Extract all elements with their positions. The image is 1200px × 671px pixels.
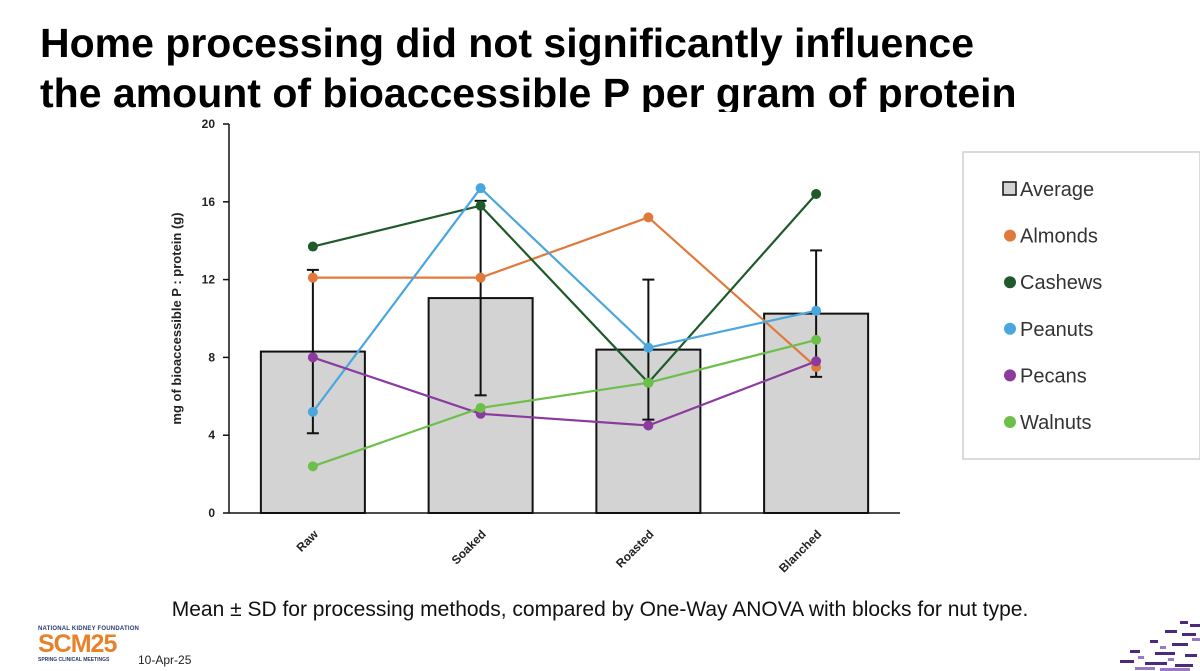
point-cashews-blanched bbox=[811, 189, 822, 200]
legend-label-pecans: Pecans bbox=[1020, 365, 1087, 387]
point-almonds-roasted bbox=[643, 212, 654, 223]
slide-title: Home processing did not significantly in… bbox=[40, 18, 1180, 118]
point-almonds-raw bbox=[307, 272, 318, 283]
logo-main-text: SCM25 bbox=[38, 630, 117, 658]
chart-caption: Mean ± SD for processing methods, compar… bbox=[171, 598, 1029, 621]
legend-label-cashews: Cashews bbox=[1020, 272, 1102, 294]
legend-marker-almonds bbox=[1004, 229, 1016, 242]
point-cashews-raw bbox=[307, 241, 318, 252]
series-line-almonds bbox=[312, 216, 817, 368]
legend-label-walnuts: Walnuts bbox=[1020, 412, 1092, 434]
slide-date: 10-Apr-25 bbox=[138, 653, 192, 667]
slide-title-line-2: the amount of bioaccessible P per gram o… bbox=[40, 70, 1017, 116]
series-line-peanuts bbox=[311, 186, 817, 413]
point-peanuts-roasted bbox=[643, 342, 654, 353]
point-walnuts-raw bbox=[307, 461, 318, 472]
series-line-pecans bbox=[312, 356, 817, 427]
legend-marker-walnuts bbox=[1004, 416, 1016, 428]
point-pecans-raw bbox=[307, 352, 318, 363]
y-tick-label-16: 16 bbox=[202, 195, 216, 209]
series-line-cashews bbox=[312, 193, 817, 385]
point-walnuts-roasted bbox=[643, 377, 654, 388]
legend-marker-peanuts bbox=[1004, 322, 1016, 335]
legend-label-average: Average bbox=[1020, 179, 1094, 201]
series-line-walnuts bbox=[312, 338, 817, 468]
slide-title-line-1: Home processing did not significantly in… bbox=[40, 20, 975, 66]
point-pecans-roasted bbox=[643, 420, 654, 431]
point-almonds-soaked bbox=[475, 272, 486, 283]
y-tick-label-12: 12 bbox=[202, 273, 216, 287]
y-tick-label-20: 20 bbox=[202, 117, 216, 131]
legend-box bbox=[962, 151, 1200, 460]
y-tick-label-0: 0 bbox=[208, 506, 215, 520]
legend-marker-pecans bbox=[1004, 369, 1016, 382]
y-tick-label-4: 4 bbox=[208, 428, 215, 442]
legend-label-almonds: Almonds bbox=[1020, 226, 1098, 248]
point-pecans-blanched bbox=[811, 356, 822, 367]
point-cashews-soaked bbox=[475, 200, 486, 211]
conference-logo: NATIONAL KIDNEY FOUNDATION SCM25 SPRING … bbox=[38, 626, 139, 664]
y-axis-label: mg of bioaccessible P : protein (g) bbox=[169, 212, 184, 424]
legend-marker-average bbox=[1002, 181, 1017, 196]
logo-sub-text: SPRING CLINICAL MEETINGS bbox=[38, 657, 110, 663]
legend-marker-cashews bbox=[1004, 276, 1016, 289]
point-walnuts-soaked bbox=[475, 402, 486, 413]
point-walnuts-blanched bbox=[811, 334, 822, 345]
point-peanuts-soaked bbox=[475, 183, 486, 194]
point-peanuts-raw bbox=[307, 406, 318, 417]
point-peanuts-blanched bbox=[811, 305, 822, 316]
logo-org-text: NATIONAL KIDNEY FOUNDATION bbox=[38, 626, 140, 632]
chart: 0 4 8 12 16 20 mg of bioaccessible P : protein… bbox=[169, 117, 1200, 576]
y-tick-label-8: 8 bbox=[208, 350, 215, 364]
decorative-pixel-pattern bbox=[1120, 621, 1200, 671]
legend-label-peanuts: Peanuts bbox=[1020, 319, 1093, 341]
